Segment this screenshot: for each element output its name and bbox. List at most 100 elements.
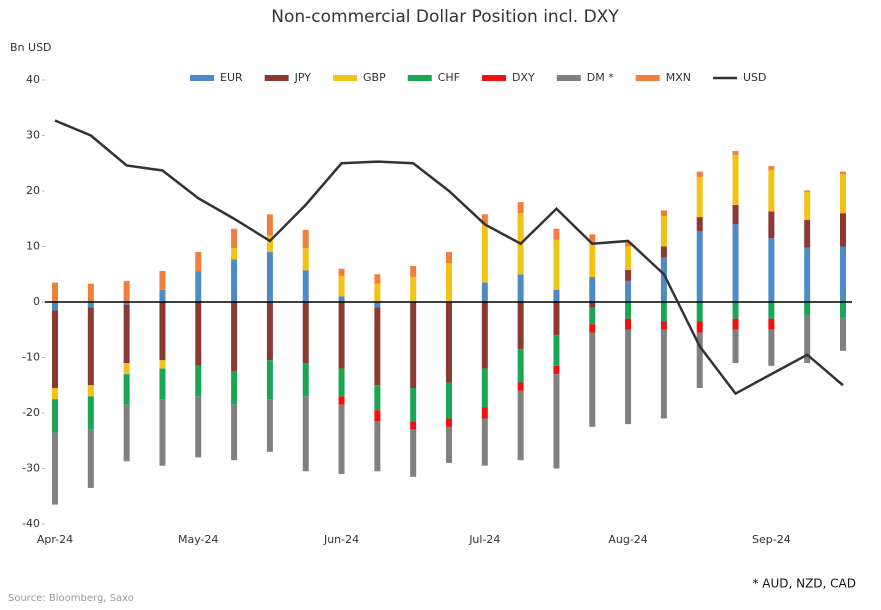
bar-segment (660, 210, 667, 216)
bar-segment (374, 385, 381, 411)
bar-segment (732, 318, 739, 330)
bar-segment (625, 329, 632, 425)
bar-segment (625, 246, 632, 270)
bar-segment (87, 283, 94, 302)
bar-segment (732, 329, 739, 364)
bar-segment (231, 259, 238, 302)
bar-segment (52, 282, 58, 302)
bar-segment (231, 302, 238, 372)
bar-segment (481, 214, 488, 225)
line-series (54, 119, 844, 396)
bar-segment (195, 271, 202, 302)
bar-segment (804, 190, 811, 193)
bar-segment (840, 317, 846, 351)
bar-segment (266, 399, 273, 452)
y-axis-label: Bn USD (10, 41, 52, 54)
legend-swatch (635, 75, 660, 81)
bar-segment (625, 269, 632, 281)
bar-segment (87, 302, 94, 308)
bar-segment (696, 321, 703, 333)
bar-segment (732, 302, 739, 319)
bar-segment (123, 404, 130, 462)
bar-segment (481, 282, 488, 302)
bar-segment (159, 302, 166, 361)
y-tick-label: 10 (26, 240, 40, 253)
bar-segment (338, 396, 345, 405)
bar-segment (87, 396, 94, 430)
bar-segment (481, 224, 488, 283)
x-tick-label: Jul-24 (468, 533, 500, 546)
bar-segment (266, 235, 273, 253)
source: Source: Bloomberg, Saxo (8, 593, 134, 604)
bar-segment (589, 243, 596, 278)
bar-segment (446, 426, 452, 463)
bar-segment (660, 215, 667, 247)
bar-segment (660, 302, 667, 322)
legend-swatch (407, 75, 432, 81)
bar-segment (840, 171, 846, 175)
bar-segment (589, 324, 596, 333)
bar-segment (660, 329, 667, 419)
legend-swatch (482, 75, 507, 81)
bar-segment (804, 302, 811, 316)
x-tick-label: Apr-24 (37, 533, 73, 546)
bar-segment (410, 388, 417, 422)
bar-segment (374, 307, 381, 386)
bar-segment (696, 230, 703, 302)
y-tick-label: 20 (26, 184, 40, 197)
bar-segment (553, 228, 560, 240)
bar-segment (732, 224, 739, 302)
bar-segment (840, 302, 846, 318)
bar-segment (481, 368, 488, 408)
bar-segment (302, 248, 309, 271)
bar-segment (696, 177, 703, 218)
bar-segment (410, 421, 417, 430)
bar-segment (696, 217, 703, 231)
bar-segment (195, 302, 202, 366)
bar-segment (374, 410, 381, 422)
y-tick-label: 30 (26, 129, 40, 142)
bar-segment (625, 302, 632, 319)
bar-segment (840, 213, 846, 247)
bar-segment (625, 280, 632, 302)
bar-segment (589, 234, 596, 244)
bar-segment (123, 374, 130, 405)
bar-segment (768, 169, 775, 212)
legend-swatch (333, 75, 358, 81)
bar-segment (231, 228, 238, 249)
bar-segment (481, 407, 488, 419)
bar-segment (123, 304, 130, 364)
bar-segment (732, 154, 739, 205)
legend-swatch (264, 75, 289, 81)
bar-segment (660, 257, 667, 302)
bar-segment (52, 302, 58, 311)
legend-label: EUR (220, 71, 243, 84)
bar-segment (589, 277, 596, 302)
legend-label: JPY (294, 71, 312, 84)
bar-segment (52, 432, 58, 505)
bar-segment (374, 421, 381, 472)
bar-segment (266, 360, 273, 400)
y-tick-label: 0 (33, 295, 40, 308)
bar-segment (768, 211, 775, 239)
bar-segment (660, 321, 667, 330)
bar-segment (87, 307, 94, 386)
bar-segment (302, 270, 309, 302)
bar-segment (159, 270, 166, 290)
bar-segment (338, 302, 345, 369)
x-tick-label: Aug-24 (608, 533, 647, 546)
bar-segment (804, 315, 811, 364)
bar-segment (589, 332, 596, 427)
bar-segment (589, 302, 596, 308)
bar-segment (553, 365, 560, 375)
y-tick-label: -20 (22, 406, 40, 419)
bar-segment (266, 252, 273, 302)
bar-segment (481, 302, 488, 369)
bar-segment (374, 283, 381, 302)
x-tick-label: Jun-24 (323, 533, 359, 546)
bar-segment (768, 329, 775, 366)
bar-segment (804, 247, 811, 302)
bar-segment (768, 166, 775, 170)
bar-segment (732, 151, 739, 155)
bar-segment (231, 248, 238, 260)
